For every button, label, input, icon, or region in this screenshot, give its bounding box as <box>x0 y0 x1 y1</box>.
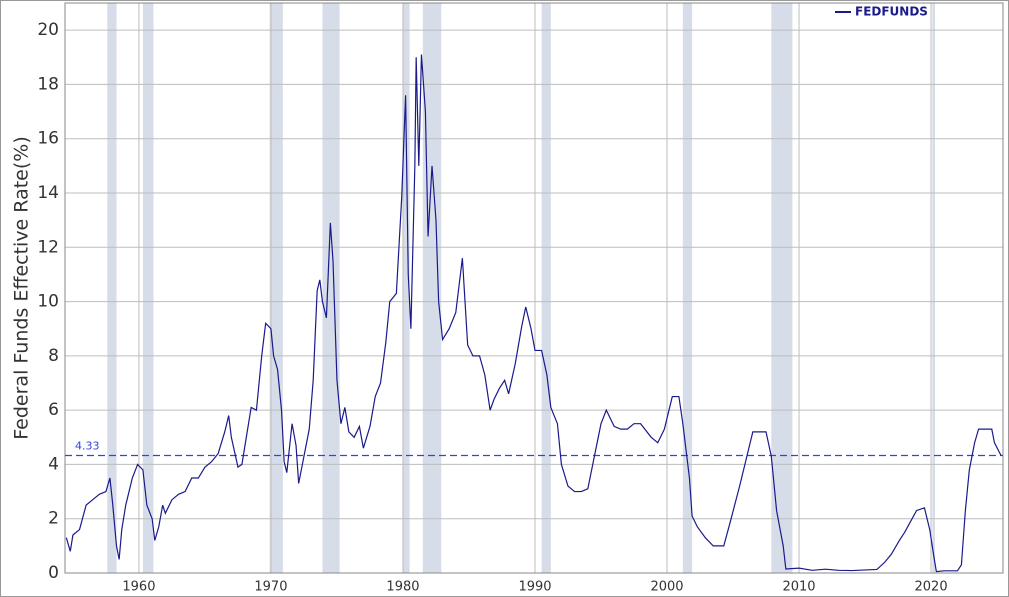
recession-band <box>402 3 410 573</box>
recession-band <box>682 3 693 573</box>
recession-band <box>932 3 936 573</box>
y-tick-label: 10 <box>37 292 59 312</box>
y-tick-label: 0 <box>48 563 59 583</box>
recession-band <box>269 3 283 573</box>
y-tick-label: 12 <box>37 237 59 257</box>
x-tick-label: 1990 <box>518 580 551 595</box>
y-tick-label: 16 <box>37 129 59 149</box>
recession-band <box>107 3 117 573</box>
plot-border <box>64 2 1004 574</box>
recession-band <box>422 3 442 573</box>
y-tick-label: 8 <box>48 346 59 366</box>
legend-label: FEDFUNDS <box>855 5 928 19</box>
x-tick-label: 1970 <box>254 580 287 595</box>
recession-band <box>771 3 793 573</box>
y-tick-label: 18 <box>37 74 59 94</box>
y-tick-label: 20 <box>37 20 59 40</box>
data-line <box>65 54 1002 573</box>
reference-label: 4.33 <box>75 439 100 452</box>
x-tick-label: 2010 <box>782 580 815 595</box>
x-tick-label: 2000 <box>650 580 683 595</box>
y-axis-label: Federal Funds Effective Rate(%) <box>11 136 33 439</box>
x-tick-label: 1980 <box>386 580 419 595</box>
recession-band <box>322 3 340 573</box>
y-tick-label: 2 <box>48 509 59 529</box>
recession-band <box>142 3 154 573</box>
x-tick-label: 2020 <box>915 580 948 595</box>
x-tick-label: 1960 <box>122 580 155 595</box>
recession-band <box>541 3 551 573</box>
y-tick-label: 14 <box>37 183 59 203</box>
y-tick-label: 4 <box>48 454 59 474</box>
y-tick-label: 6 <box>48 400 59 420</box>
